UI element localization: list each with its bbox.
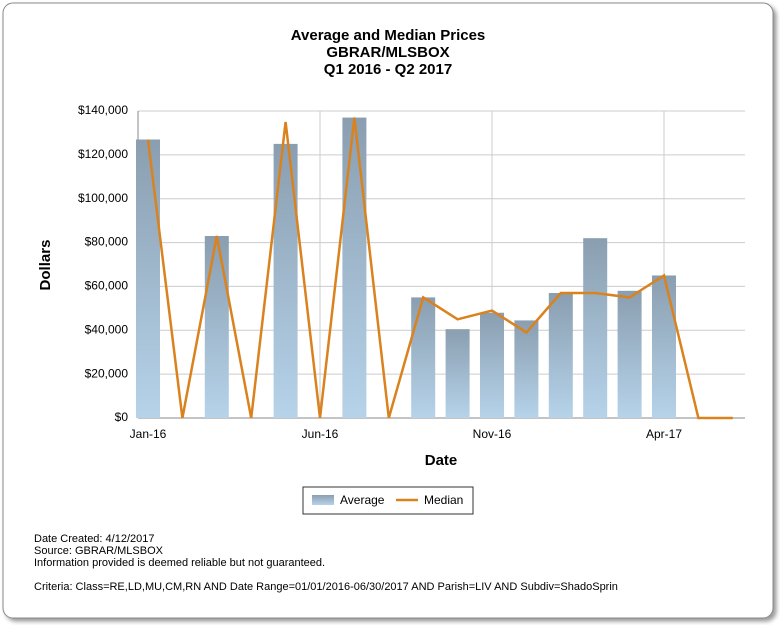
x-axis-title: Date — [425, 452, 458, 469]
bar — [411, 297, 436, 418]
bar — [514, 320, 539, 418]
y-tick-label: $0 — [115, 410, 129, 424]
y-tick-label: $100,000 — [78, 191, 128, 205]
y-tick-label: $40,000 — [85, 322, 129, 336]
y-tick-label: $140,000 — [78, 103, 128, 117]
bar — [445, 329, 470, 418]
bar — [548, 293, 573, 418]
chart-title: Q1 2016 - Q2 2017 — [324, 61, 452, 78]
legend-label: Median — [424, 493, 463, 507]
line — [146, 117, 733, 420]
y-tick-label: $80,000 — [85, 235, 129, 249]
bar — [480, 312, 504, 418]
note: Source: GBRAR/MLSBOX — [34, 545, 164, 557]
y-tick-label: $20,000 — [85, 366, 129, 380]
bar — [617, 290, 642, 418]
bar — [652, 275, 676, 418]
y-tick-label: $120,000 — [78, 147, 128, 161]
bar — [583, 238, 608, 418]
bar — [342, 117, 367, 418]
legend-label: Average — [340, 493, 385, 507]
x-tick-label: Nov-16 — [473, 427, 512, 441]
note: Criteria: Class=RE,LD,MU,CM,RN AND Date … — [34, 581, 618, 593]
chart-title: GBRAR/MLSBOX — [326, 44, 449, 61]
bar — [204, 235, 229, 418]
x-tick-label: Apr-17 — [646, 427, 682, 441]
y-axis-title: Dollars — [37, 240, 54, 291]
chart-title: Average and Median Prices — [291, 27, 486, 44]
y-tick-label: $60,000 — [85, 279, 129, 293]
x-tick-label: Jan-16 — [130, 427, 167, 441]
frame — [2, 2, 774, 619]
bar — [136, 139, 160, 418]
note: Information provided is deemed reliable … — [34, 557, 325, 569]
x-tick-label: Jun-16 — [302, 427, 339, 441]
legend-swatch — [312, 495, 334, 505]
note: Date Created: 4/12/2017 — [34, 533, 154, 545]
